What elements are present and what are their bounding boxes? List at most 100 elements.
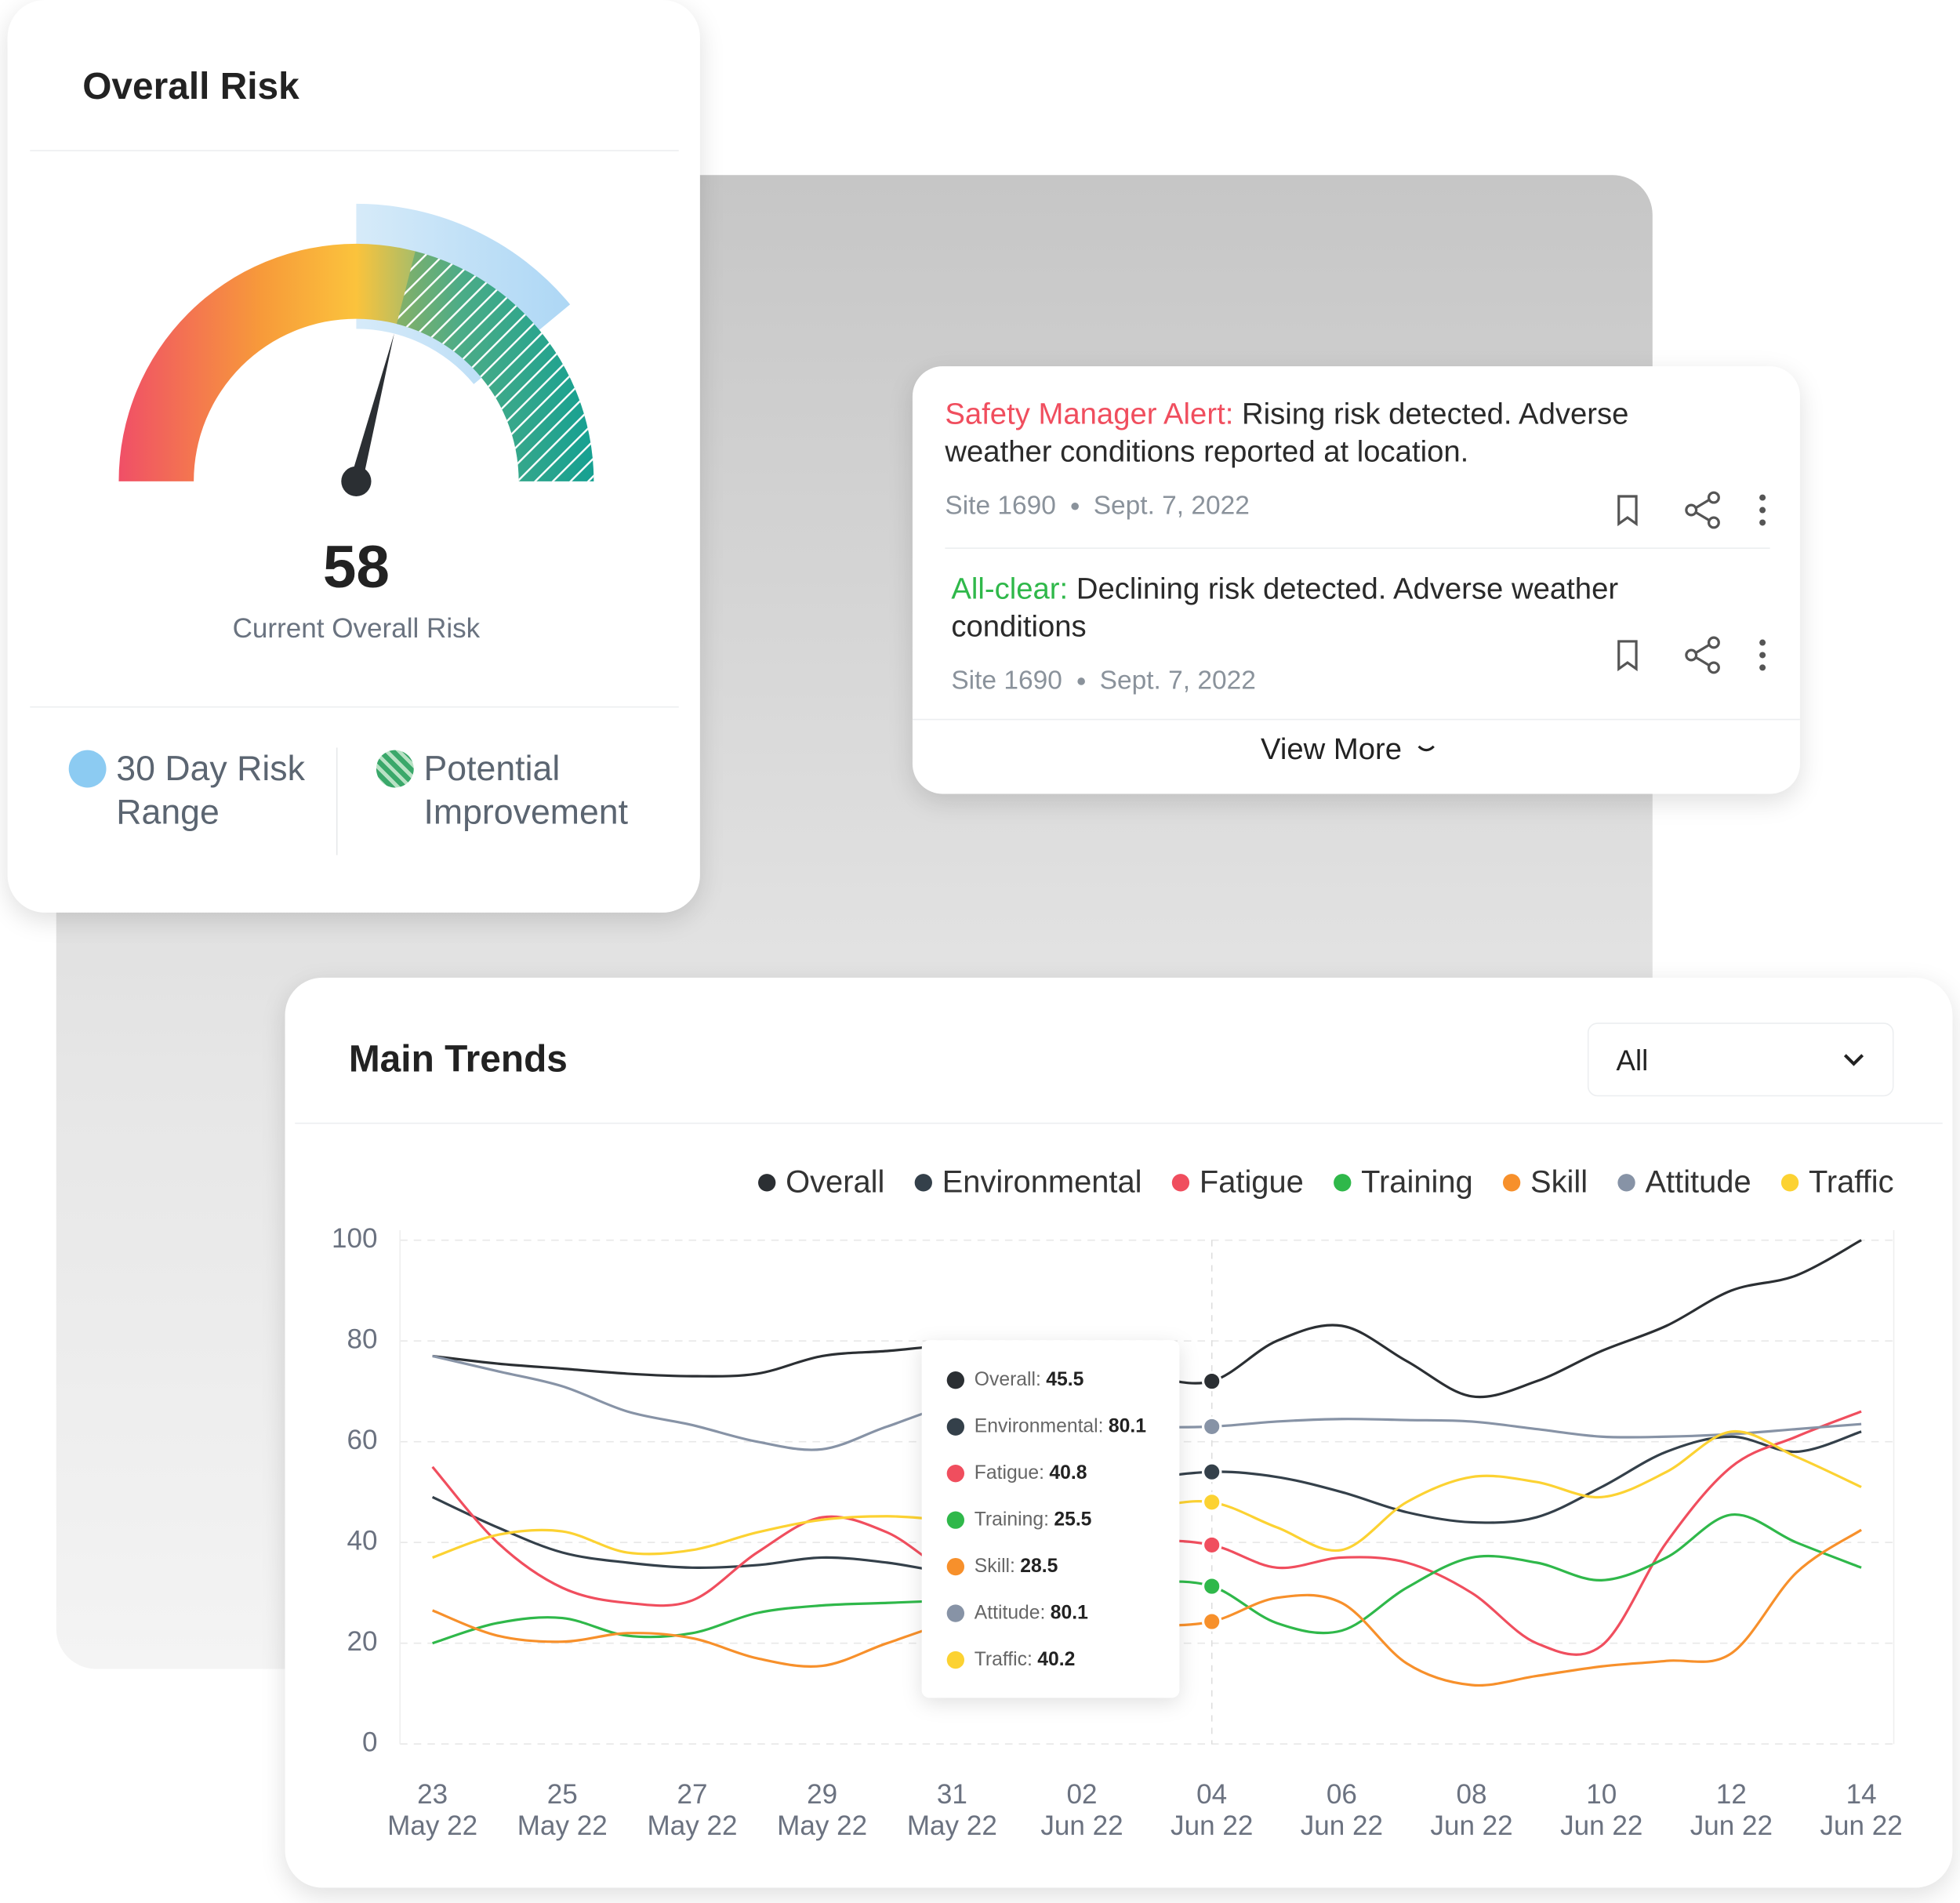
tooltip-value: 40.8 (1049, 1462, 1087, 1484)
bookmark-icon[interactable] (1617, 640, 1638, 672)
legend-swatch (1502, 1174, 1521, 1192)
legend-label: Environmental (942, 1164, 1142, 1199)
separator (1076, 677, 1085, 686)
y-tick-label: 100 (332, 1223, 378, 1254)
tooltip-value: 25.5 (1054, 1509, 1091, 1530)
legend-swatch (1617, 1174, 1635, 1192)
hover-dot (1201, 1371, 1222, 1392)
tooltip-value: 45.5 (1046, 1369, 1083, 1390)
alert-message: All-clear: Declining risk detected. Adve… (951, 572, 1714, 647)
legend: Overall Environmental Fatigue Training Skill… (758, 1164, 1894, 1199)
chevron (1843, 1054, 1864, 1066)
legend-label: Training (1361, 1164, 1473, 1199)
x-tick-line: 29 (807, 1779, 837, 1810)
x-tick-label: 10 Jun 22 (1560, 1779, 1642, 1841)
x-tick-label: 02 Jun 22 (1040, 1779, 1123, 1841)
x-tick-line: Jun 22 (1171, 1810, 1253, 1841)
x-tick-label: 04 Jun 22 (1171, 1779, 1253, 1841)
tooltip-item: Environmental: 80.1 (975, 1415, 1146, 1436)
gauge-value: 58 (323, 534, 390, 601)
legend-swatch (758, 1174, 776, 1192)
x-tick-label: 27 May 22 (647, 1779, 737, 1841)
view-more[interactable]: View More (913, 732, 1800, 769)
dropdown-value[interactable]: All (1616, 1044, 1649, 1077)
legend-label: 30 Day Risk Range (116, 749, 305, 832)
legend-swatch (1334, 1174, 1352, 1192)
tooltip-item: Fatigue: 40.8 (975, 1462, 1087, 1484)
x-tick-line: 02 (1067, 1779, 1098, 1810)
x-tick-line: Jun 22 (1430, 1810, 1512, 1841)
card-title: Overall Risk (82, 66, 299, 108)
alert-site: Site 1690 (951, 666, 1062, 695)
alert-tag: Safety Manager Alert: (945, 398, 1234, 432)
y-tick-label: 40 (347, 1525, 377, 1556)
y-tick-label: 80 (347, 1324, 377, 1354)
x-tick-line: 27 (677, 1779, 707, 1810)
share-icon[interactable] (1685, 636, 1720, 674)
legend-swatch (914, 1174, 932, 1192)
hover-dot (1201, 1492, 1222, 1513)
x-tick-line: May 22 (647, 1810, 737, 1841)
x-tick-label: 08 Jun 22 (1430, 1779, 1512, 1841)
improvement-band (396, 251, 594, 481)
alert-tag: All-clear: (951, 572, 1069, 607)
x-tick-line: May 22 (777, 1810, 867, 1841)
tooltip-label: Traffic: (975, 1649, 1033, 1670)
tooltip-value: 80.1 (1109, 1415, 1146, 1436)
x-tick-label: 23 May 22 (387, 1779, 477, 1841)
filter-dropdown[interactable]: All (1587, 1022, 1894, 1097)
more-icon[interactable] (1759, 494, 1766, 526)
x-tick-line: 10 (1586, 1779, 1617, 1810)
hover-dot (1201, 1534, 1222, 1556)
legend-label: Fatigue (1200, 1164, 1304, 1199)
divider (30, 706, 679, 708)
hover-dot (1201, 1611, 1222, 1632)
divider (30, 150, 679, 151)
tooltip-label: Attitude: (975, 1602, 1046, 1623)
tooltip-value: 80.1 (1051, 1602, 1088, 1623)
legend-label: Potential Improvement (423, 749, 629, 832)
tooltip-item: Traffic: 40.2 (975, 1649, 1076, 1670)
divider (945, 547, 1770, 549)
bookmark-icon[interactable] (1617, 495, 1638, 527)
x-tick-line: Jun 22 (1040, 1810, 1123, 1841)
tooltip-value: 28.5 (1020, 1556, 1058, 1577)
y-tick-label: 20 (347, 1626, 377, 1657)
gauge-needle (350, 333, 394, 483)
more-icon[interactable] (1759, 639, 1766, 671)
card-title: Main Trends (348, 1038, 568, 1080)
hover-dot (1201, 1576, 1222, 1596)
needle-pivot (341, 466, 372, 496)
legend-swatch (1780, 1174, 1799, 1192)
tooltip-dot (946, 1511, 965, 1529)
tooltip-item: Attitude: 80.1 (975, 1602, 1088, 1623)
gauge: 58 Current Overall Risk (118, 203, 594, 644)
view-more-label[interactable]: View More (1261, 732, 1403, 767)
x-tick-line: Jun 22 (1820, 1810, 1902, 1841)
chevron (1418, 745, 1436, 751)
divider (912, 718, 1800, 721)
legend-label: Attitude (1645, 1164, 1751, 1199)
x-tick-line: 23 (417, 1779, 448, 1810)
tooltip-dot (946, 1604, 965, 1622)
alert-date: Sept. 7, 2022 (1099, 666, 1256, 695)
x-tick-label: 29 May 22 (777, 1779, 867, 1841)
x-tick-line: 04 (1196, 1779, 1227, 1810)
tooltip-dot (946, 1418, 965, 1436)
tooltip-value: 40.2 (1037, 1649, 1075, 1670)
tooltip (921, 1340, 1180, 1698)
tooltip-dot (946, 1557, 965, 1576)
x-tick-line: 08 (1457, 1779, 1487, 1810)
x-tick-line: Jun 22 (1560, 1810, 1642, 1841)
tooltip-item: Training: 25.5 (975, 1509, 1092, 1530)
divider (336, 747, 338, 855)
tooltip-label: Overall: (975, 1369, 1041, 1390)
x-tick-line: 14 (1846, 1779, 1877, 1810)
hover-dot (1201, 1462, 1222, 1482)
alert-text: Rising risk detected. Adverse weather co… (945, 398, 1629, 469)
share-icon[interactable] (1685, 491, 1720, 529)
legend-swatch (1171, 1174, 1190, 1192)
x-tick-line: Jun 22 (1690, 1810, 1773, 1841)
x-tick-line: May 22 (387, 1810, 477, 1841)
